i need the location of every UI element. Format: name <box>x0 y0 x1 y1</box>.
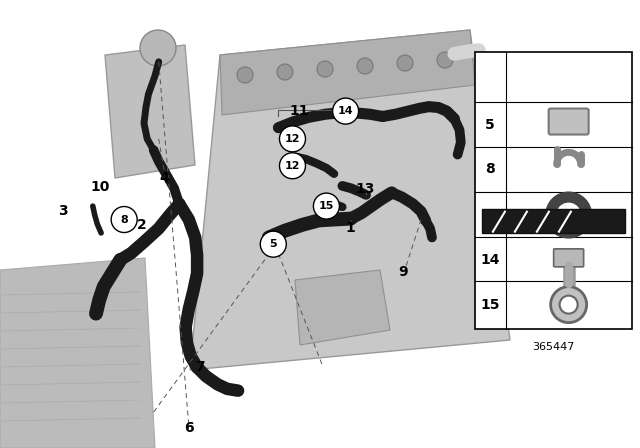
Text: 3: 3 <box>58 204 68 219</box>
Text: 15: 15 <box>481 297 500 312</box>
Text: 14: 14 <box>481 253 500 267</box>
Text: 4: 4 <box>159 171 170 185</box>
Text: 5: 5 <box>269 239 277 249</box>
Text: 2: 2 <box>137 218 147 233</box>
Polygon shape <box>105 45 195 178</box>
Circle shape <box>237 67 253 83</box>
Text: 12: 12 <box>481 208 500 222</box>
Text: 13: 13 <box>355 182 374 196</box>
Text: 12: 12 <box>285 161 300 171</box>
Circle shape <box>397 55 413 71</box>
Text: 8: 8 <box>120 215 128 224</box>
Polygon shape <box>0 258 155 448</box>
Polygon shape <box>190 30 510 370</box>
Polygon shape <box>295 270 390 345</box>
Circle shape <box>140 30 176 66</box>
Text: 12: 12 <box>285 134 300 144</box>
FancyBboxPatch shape <box>548 108 589 134</box>
Text: 14: 14 <box>338 106 353 116</box>
Circle shape <box>357 58 373 74</box>
Circle shape <box>333 98 358 124</box>
Polygon shape <box>220 30 475 115</box>
Bar <box>475 52 632 329</box>
Circle shape <box>280 153 305 179</box>
Circle shape <box>437 52 453 68</box>
FancyBboxPatch shape <box>482 209 625 233</box>
Circle shape <box>314 193 339 219</box>
Circle shape <box>317 61 333 77</box>
Text: 10: 10 <box>91 180 110 194</box>
Text: 1: 1 <box>346 221 356 236</box>
Text: 7: 7 <box>195 360 205 375</box>
Text: 9: 9 <box>398 265 408 280</box>
Circle shape <box>277 64 293 80</box>
Text: 6: 6 <box>184 421 194 435</box>
Circle shape <box>550 287 587 323</box>
Text: 365447: 365447 <box>532 342 575 352</box>
Circle shape <box>111 207 137 233</box>
FancyBboxPatch shape <box>554 249 584 267</box>
Circle shape <box>280 126 305 152</box>
Circle shape <box>559 296 578 314</box>
Text: 15: 15 <box>319 201 334 211</box>
Circle shape <box>260 231 286 257</box>
Text: 5: 5 <box>485 117 495 132</box>
Text: 8: 8 <box>485 162 495 177</box>
Text: 11: 11 <box>290 104 309 118</box>
